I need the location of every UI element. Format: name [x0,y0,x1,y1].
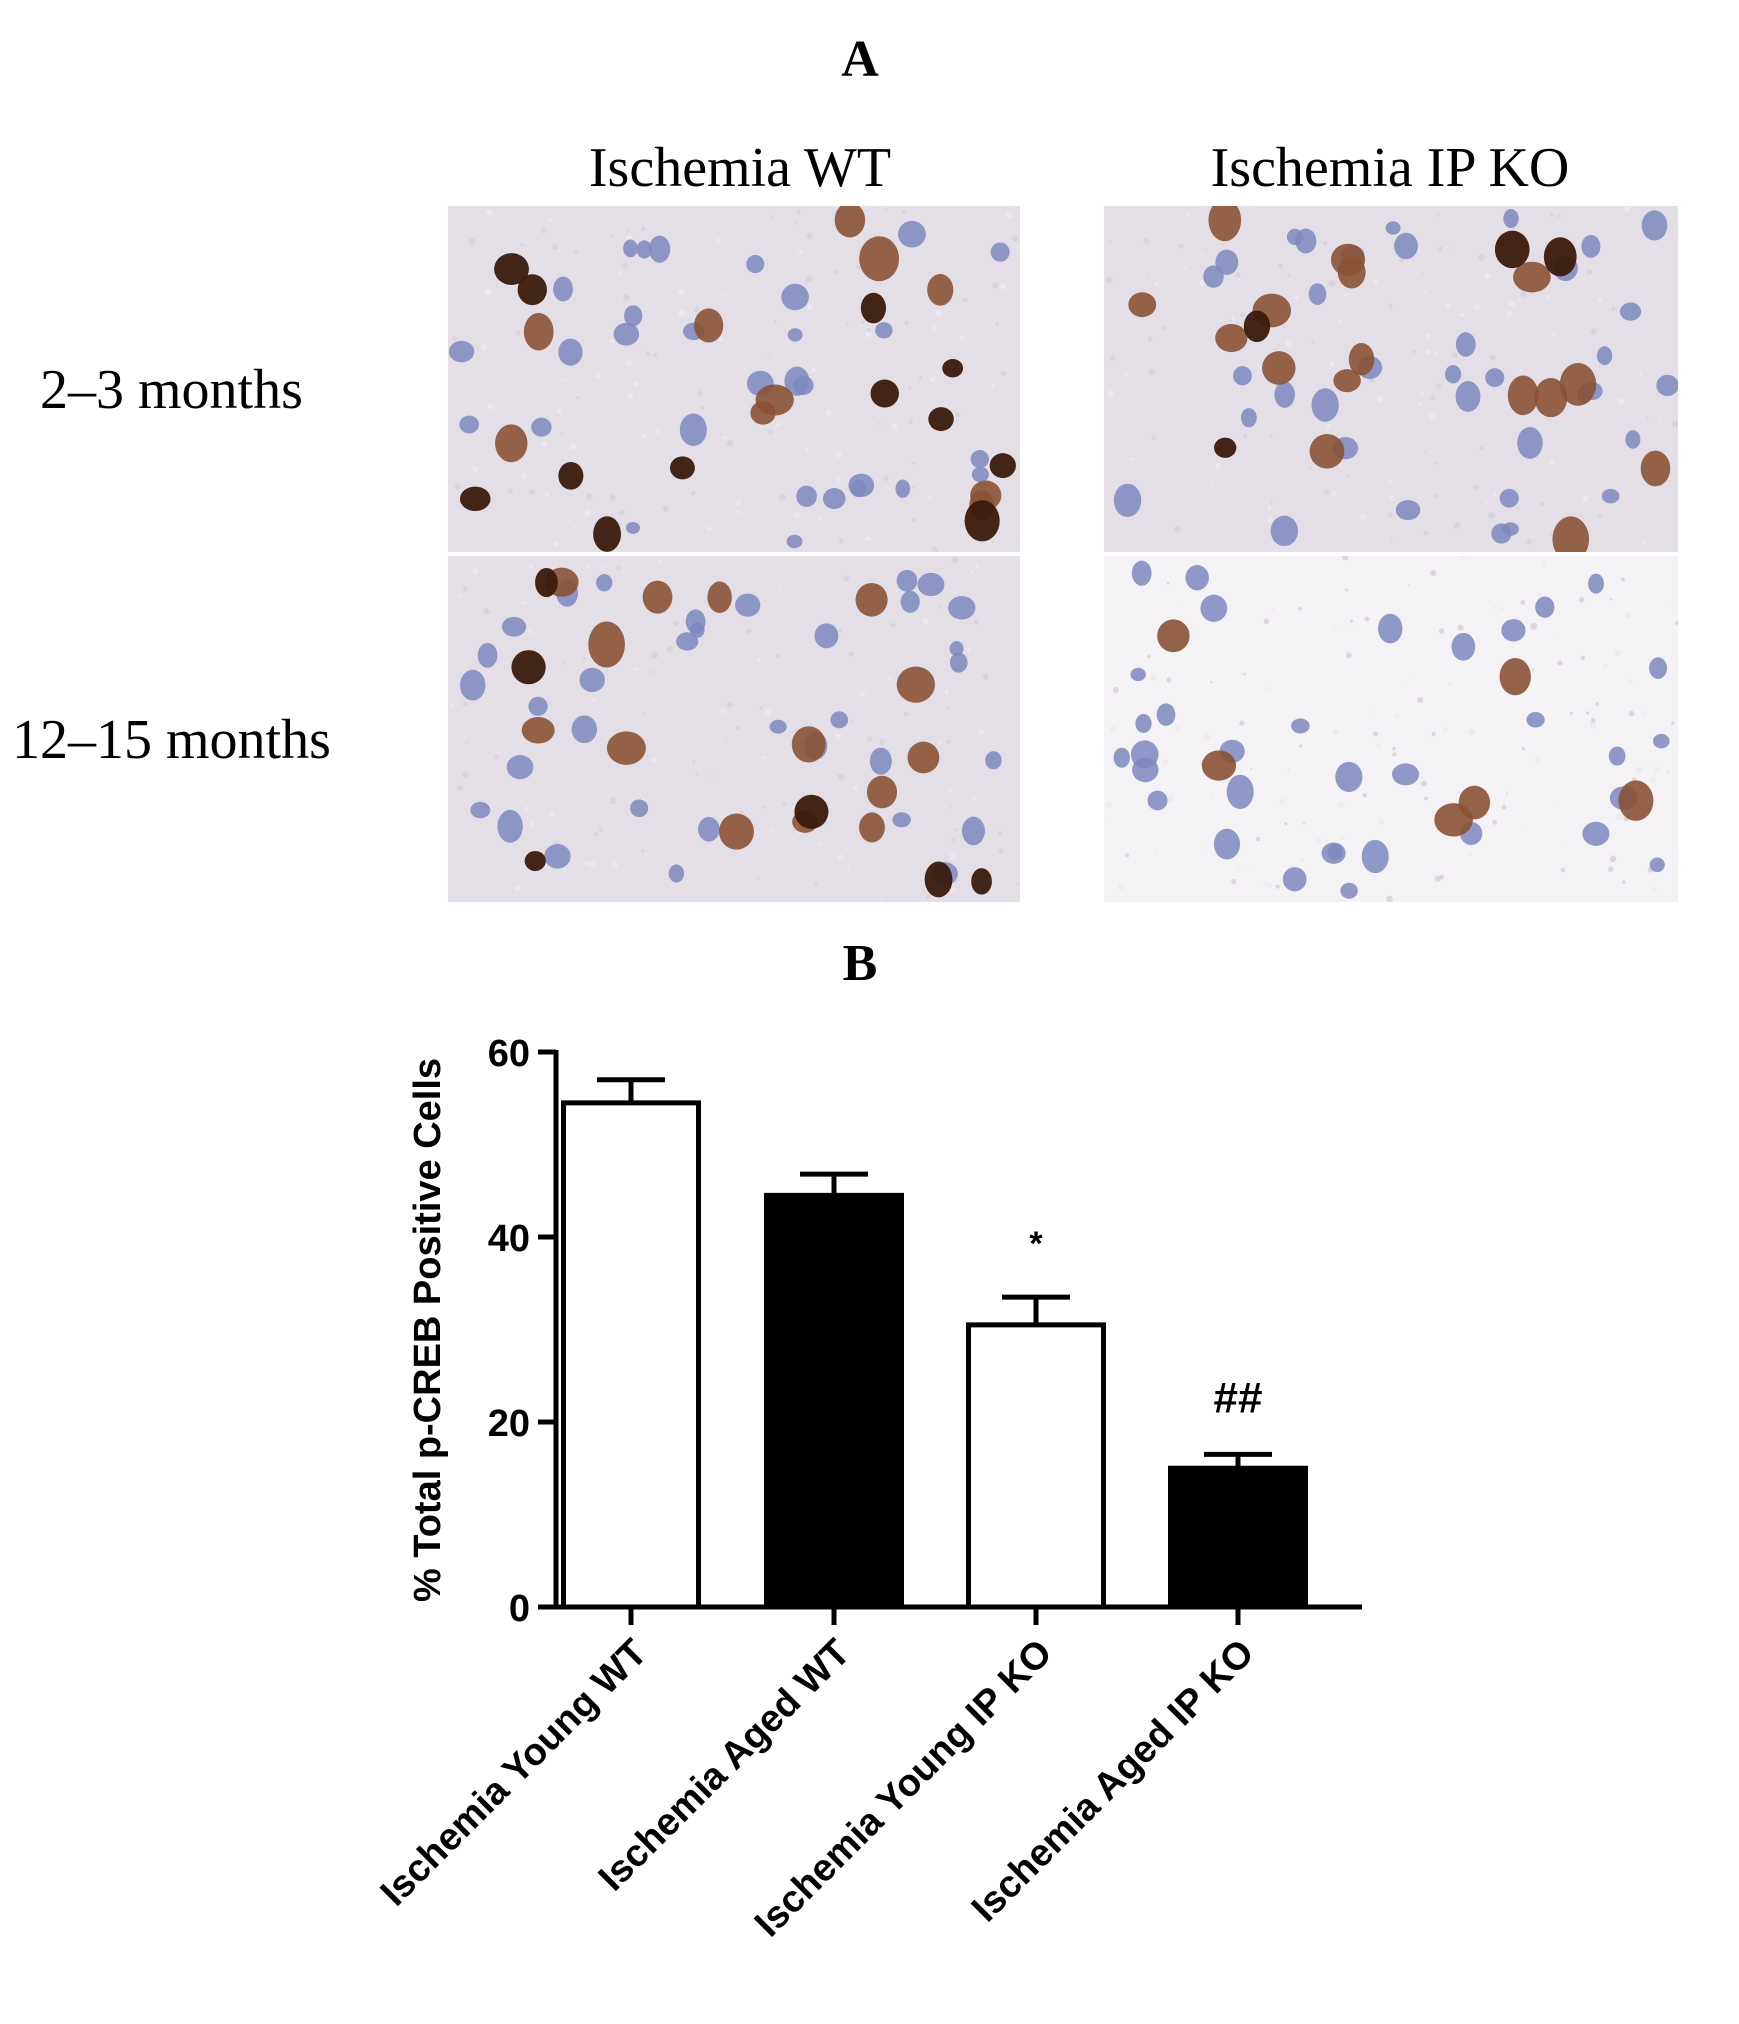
y-tick-label: 20 [488,1403,530,1445]
y-tick-label: 60 [488,1033,530,1075]
panel-a-letter: A [841,31,879,88]
bar [764,1192,904,1610]
row-label-young: 2–3 months [40,359,303,421]
micrograph-ko-young [1104,206,1678,552]
micrograph-ko-aged [1104,556,1678,902]
y-tick-label: 0 [509,1588,530,1630]
bar [966,1322,1106,1610]
bar [561,1100,701,1610]
y-tick-label: 40 [488,1218,530,1260]
micrograph-wt-young [448,206,1020,552]
column-label-ip-ko: Ischemia IP KO [1210,137,1570,199]
bar [1168,1465,1308,1610]
y-axis-label: % Total p-CREB Positive Cells [407,1058,449,1602]
significance-marker: ## [1214,1373,1263,1422]
panel-b-letter: B [842,935,878,992]
row-label-aged: 12–15 months [12,709,331,771]
significance-marker: * [1029,1225,1043,1263]
column-label-wt: Ischemia WT [588,137,892,199]
micrograph-wt-aged [448,556,1020,902]
